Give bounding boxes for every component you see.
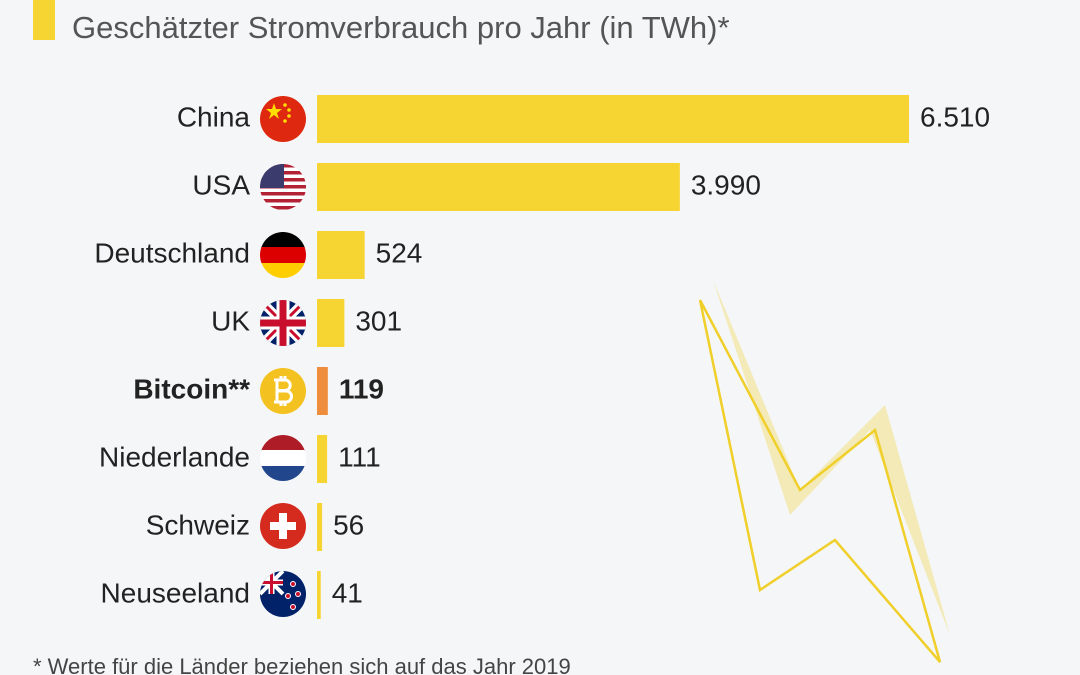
- bar: [317, 435, 328, 483]
- flag-switzerland: [260, 503, 306, 549]
- lightning-decoration: [698, 280, 950, 663]
- category-label: Schweiz: [146, 509, 250, 540]
- category-label: Niederlande: [99, 441, 250, 472]
- bar: [317, 299, 345, 347]
- category-label: Deutschland: [94, 237, 250, 268]
- title-marker: [33, 0, 55, 40]
- flag-usa: [260, 164, 306, 210]
- flag-germany: [260, 232, 306, 278]
- flag-uk: [260, 300, 306, 346]
- category-label: UK: [211, 305, 250, 336]
- category-label: Neuseeland: [101, 577, 250, 608]
- icon-bitcoin: [260, 368, 306, 414]
- value-label: 524: [376, 237, 423, 268]
- value-label: 119: [339, 373, 384, 404]
- value-label: 56: [333, 509, 364, 540]
- value-label: 111: [338, 441, 381, 472]
- bar: [317, 367, 328, 415]
- flag-new-zealand: [260, 571, 306, 617]
- footnote: * Werte für die Länder beziehen sich auf…: [33, 654, 571, 675]
- category-label: Bitcoin**: [133, 373, 250, 404]
- bar: [317, 503, 323, 551]
- value-label: 3.990: [691, 169, 761, 200]
- value-label: 41: [332, 577, 363, 608]
- category-label: USA: [192, 169, 250, 200]
- bar: [317, 163, 680, 211]
- bar: [317, 95, 909, 143]
- value-label: 6.510: [920, 101, 990, 132]
- chart-title: Geschätzter Stromverbrauch pro Jahr (in …: [72, 10, 730, 45]
- value-label: 301: [355, 305, 402, 336]
- category-label: China: [177, 101, 251, 132]
- flag-china: [260, 96, 306, 142]
- bar: [317, 571, 321, 619]
- bar: [317, 231, 365, 279]
- flag-netherlands: [260, 435, 306, 481]
